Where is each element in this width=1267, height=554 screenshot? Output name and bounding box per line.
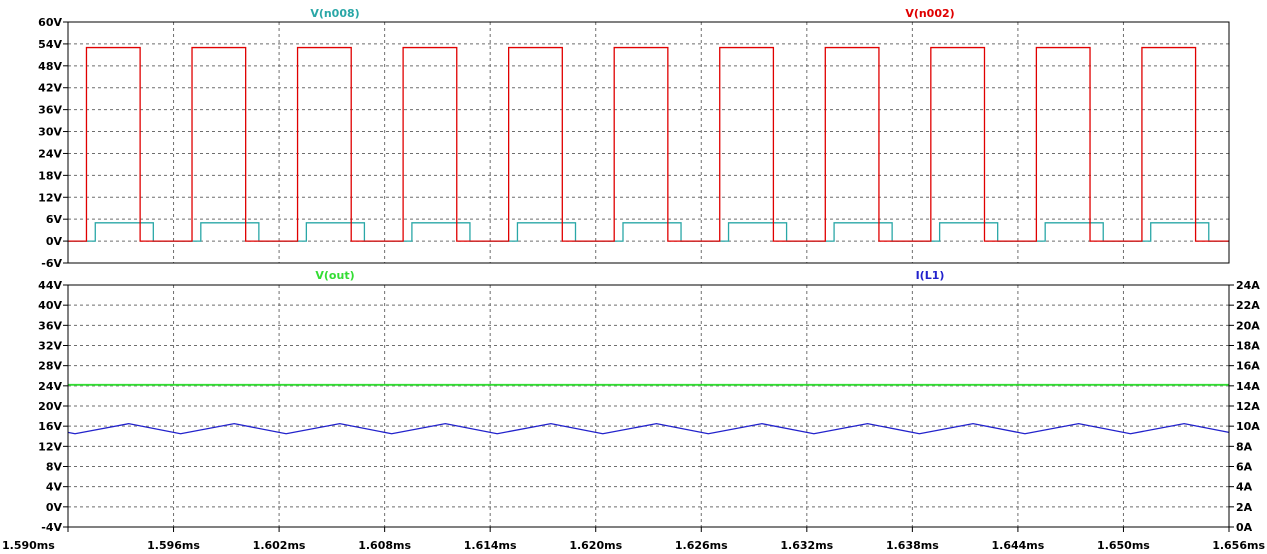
y-tick-label-12V: 12V <box>38 191 62 204</box>
y-tick-label-32V: 32V <box>38 340 62 353</box>
y-tick-label-8V: 8V <box>46 461 63 474</box>
y2-tick-label-18A: 18A <box>1236 340 1260 353</box>
y-tick-label-4V: 4V <box>46 481 63 494</box>
y2-tick-label-8A: 8A <box>1236 440 1253 453</box>
y-tick-label-0V: 0V <box>46 501 63 514</box>
y-tick-label-40V: 40V <box>38 299 62 312</box>
y-tick-label-18V: 18V <box>38 169 62 182</box>
trace-v-n002 <box>68 46 1229 242</box>
x-tick-label: 1.590ms <box>2 539 55 552</box>
y2-tick-label-16A: 16A <box>1236 360 1260 373</box>
y-tick-label-48V: 48V <box>38 60 62 73</box>
y-tick-label-44V: 44V <box>38 279 62 292</box>
x-tick-label: 1.602ms <box>253 539 306 552</box>
bottom-pane: -4V 0V 4V 8V 12V 16V 20V 24V 28V 32V 36V 40V 44V 0A 2… <box>2 269 1265 552</box>
x-tick-label: 1.632ms <box>780 539 833 552</box>
x-tick-label: 1.626ms <box>675 539 728 552</box>
x-tick-label: 1.620ms <box>569 539 622 552</box>
trace-title-v-n008[interactable]: V(n008) <box>310 7 359 20</box>
y-tick-label-60V: 60V <box>38 16 62 29</box>
top-pane: -6V 0V 6V 12V 18V 24V 30V 36V 42V 48V 54V 60V V(n00… <box>38 7 1230 270</box>
x-tick-label: 1.638ms <box>886 539 939 552</box>
y2-tick-label-22A: 22A <box>1236 299 1260 312</box>
y2-tick-label-2A: 2A <box>1236 501 1253 514</box>
y-tick-label-24V: 24V <box>38 380 62 393</box>
x-tick-label: 1.644ms <box>992 539 1045 552</box>
y-tick-label-12V: 12V <box>38 440 62 453</box>
y-tick-label-54V: 54V <box>38 38 62 51</box>
y-tick-label-42V: 42V <box>38 82 62 95</box>
y-tick-label-30V: 30V <box>38 126 62 139</box>
y2-tick-label-20A: 20A <box>1236 319 1260 332</box>
y2-tick-label-0A: 0A <box>1236 521 1253 534</box>
y-tick-label-36V: 36V <box>38 104 62 117</box>
y2-tick-label-12A: 12A <box>1236 400 1260 413</box>
y2-tick-label-24A: 24A <box>1236 279 1260 292</box>
trace-v-n008 <box>68 222 1229 242</box>
y-tick-label-16V: 16V <box>38 420 62 433</box>
y-tick-label-20V: 20V <box>38 400 62 413</box>
trace-i-l1 <box>67 422 1230 435</box>
trace-title-i-l1[interactable]: I(L1) <box>916 269 945 282</box>
y2-tick-label-10A: 10A <box>1236 420 1260 433</box>
trace-title-v-n002[interactable]: V(n002) <box>905 7 954 20</box>
y2-tick-label-6A: 6A <box>1236 461 1253 474</box>
x-tick-label: 1.596ms <box>147 539 200 552</box>
y-tick-label-0V: 0V <box>46 235 63 248</box>
y-tick-label-24V: 24V <box>38 147 62 160</box>
x-tick-label: 1.650ms <box>1097 539 1150 552</box>
x-tick-label: 1.608ms <box>358 539 411 552</box>
y-tick-label-36V: 36V <box>38 319 62 332</box>
y2-tick-label-4A: 4A <box>1236 481 1253 494</box>
trace-title-v-out[interactable]: V(out) <box>315 269 354 282</box>
y2-tick-label-14A: 14A <box>1236 380 1260 393</box>
y-tick-label--6V: -6V <box>41 257 62 270</box>
x-tick-label: 1.656ms <box>1212 539 1265 552</box>
y-tick-label-28V: 28V <box>38 360 62 373</box>
y-tick-label-6V: 6V <box>46 213 63 226</box>
y-tick-label--4V: -4V <box>41 521 62 534</box>
x-tick-label: 1.614ms <box>464 539 517 552</box>
